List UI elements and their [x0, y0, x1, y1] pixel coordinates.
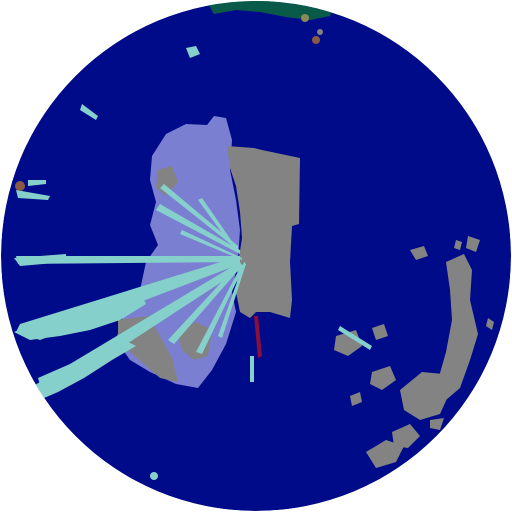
- cyan-streak-left-3: [28, 180, 46, 186]
- cyan-line-right: [338, 326, 372, 350]
- red-streak-center: [254, 316, 262, 358]
- cyan-streak-left-2: [16, 190, 50, 200]
- cyan-smear-bottom-left: [38, 340, 136, 398]
- rim-olive-blob: [301, 14, 309, 22]
- cyan-line-center-low: [250, 356, 254, 382]
- brown-blob-left: [15, 181, 25, 191]
- cyan-smear-lower-left: [14, 292, 146, 340]
- cyan-dot-bottom: [150, 472, 158, 480]
- rim-gray-blob: [317, 29, 323, 35]
- cyan-streak-left-1: [14, 254, 66, 266]
- cyan-streak-upper: [80, 104, 98, 120]
- cyan-dot-top: [186, 46, 200, 58]
- rim-brown-blob: [312, 36, 320, 44]
- center-gray-block: [227, 146, 300, 318]
